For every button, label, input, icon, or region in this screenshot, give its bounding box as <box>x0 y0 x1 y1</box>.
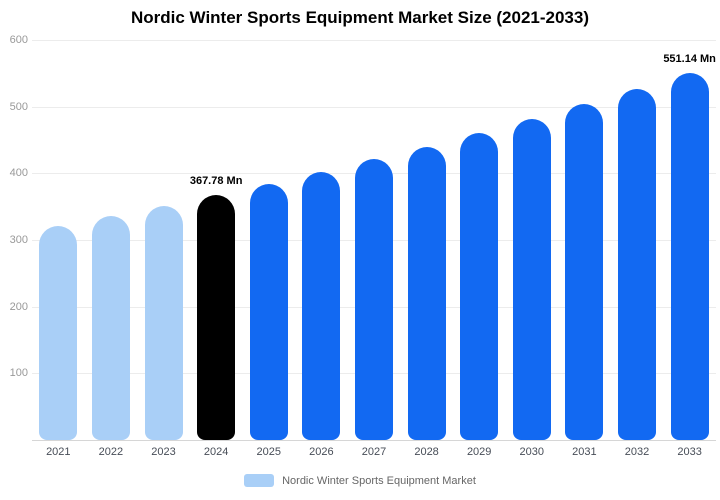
bar-2028 <box>407 146 446 440</box>
bar-slot-2023 <box>137 40 190 440</box>
y-tick-label: 600 <box>9 34 28 46</box>
bar-2030 <box>512 118 551 440</box>
y-tick-label: 100 <box>9 367 28 380</box>
bar-slot-2024: 367.78 Mn <box>190 40 243 440</box>
x-axis: 2021 2022 2023 2024 2025 2026 2027 2028 2029 2030… <box>32 446 716 458</box>
bars-row: 367.78 Mn 551.14 Mn <box>32 40 716 440</box>
gridline <box>32 40 716 41</box>
y-tick-label: 500 <box>9 100 28 113</box>
x-tick-label-2028: 2028 <box>414 446 439 458</box>
bar-slot-2031 <box>558 40 611 440</box>
x-tick-label-2033: 2033 <box>677 446 702 458</box>
x-tick-label-2024: 2024 <box>203 446 229 458</box>
bar-slot-2021 <box>32 40 85 440</box>
bar-2027 <box>354 159 393 440</box>
y-tick-label: 300 <box>9 234 28 246</box>
y-tick-label: 400 <box>9 167 28 180</box>
legend: Nordic Winter Sports Equipment Market <box>0 474 720 487</box>
bar-slot-2028 <box>400 40 453 440</box>
bar-value-label-2024: 367.78 Mn <box>189 174 243 187</box>
x-axis-line <box>32 440 716 441</box>
x-tick-label-2032: 2032 <box>624 446 650 458</box>
chart-title: Nordic Winter Sports Equipment Market Si… <box>130 8 590 27</box>
bar-2029 <box>460 133 499 440</box>
x-tick-label-2021: 2021 <box>46 446 71 458</box>
bar-2033 <box>670 72 709 440</box>
bar-slot-2033: 551.14 Mn <box>663 40 716 440</box>
legend-swatch-icon <box>244 474 275 487</box>
bar-2022 <box>91 215 130 440</box>
x-tick-label-2030: 2030 <box>519 446 545 458</box>
x-tick-label-2027: 2027 <box>361 446 387 458</box>
x-tick-label-2022: 2022 <box>98 446 124 458</box>
x-tick-label-2025: 2025 <box>256 446 281 458</box>
bar-2025 <box>249 183 288 440</box>
x-tick-label-2031: 2031 <box>572 446 597 458</box>
bar-slot-2029 <box>453 40 506 440</box>
bar-slot-2025 <box>242 40 295 440</box>
bar-slot-2032 <box>611 40 664 440</box>
y-tick-label: 200 <box>9 300 28 313</box>
bar-2032 <box>618 88 656 440</box>
bar-2023 <box>144 205 183 440</box>
gridline <box>32 106 716 108</box>
bar-value-label-2033: 551.14 Mn <box>663 52 716 65</box>
bar-slot-2026 <box>295 40 348 440</box>
bar-2021 <box>39 225 78 440</box>
legend-label: Nordic Winter Sports Equipment Market <box>282 474 476 487</box>
bar-2031 <box>565 104 604 440</box>
x-tick-label-2029: 2029 <box>466 446 492 458</box>
bar-2024 <box>197 194 236 440</box>
bar-slot-2022 <box>85 40 138 440</box>
plot-area: 367.78 Mn 551.14 Mn <box>32 40 716 441</box>
bar-2026 <box>302 171 341 440</box>
bar-slot-2030 <box>505 40 558 440</box>
bar-slot-2027 <box>348 40 401 440</box>
x-tick-label-2026: 2026 <box>309 446 334 458</box>
x-tick-label-2023: 2023 <box>151 446 176 458</box>
